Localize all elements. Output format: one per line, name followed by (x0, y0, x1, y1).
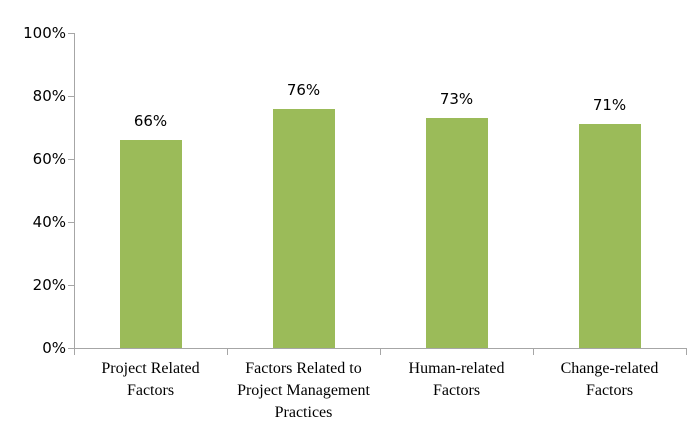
y-axis-tick (68, 285, 74, 286)
y-axis-tick-label: 60% (32, 150, 66, 168)
y-axis-tick (68, 96, 74, 97)
y-axis-tick (68, 222, 74, 223)
y-axis-line (74, 33, 75, 348)
y-axis-tick (68, 33, 74, 34)
x-axis-tick (686, 348, 687, 355)
y-axis-tick (68, 159, 74, 160)
x-axis-tick (533, 348, 534, 355)
bar-value-label: 76% (286, 81, 321, 99)
bar-value-label: 66% (133, 112, 168, 130)
x-axis-tick (74, 348, 75, 355)
x-axis-tick (380, 348, 381, 355)
bar (425, 118, 488, 348)
bar-value-label: 73% (439, 90, 474, 108)
category-label: Factors Related to Project Management Prac… (237, 360, 370, 421)
x-axis-tick (227, 348, 228, 355)
category-label: Change-related Factors (560, 360, 659, 399)
y-axis-tick-label: 100% (23, 24, 66, 42)
category-label: Project Related Factors (101, 360, 200, 399)
y-axis-tick-label: 40% (32, 213, 66, 231)
y-axis-tick-label: 80% (32, 87, 66, 105)
y-axis-tick (68, 348, 74, 349)
category-label: Human-related Factors (408, 360, 505, 399)
bar (119, 140, 182, 348)
y-axis-tick-label: 20% (32, 276, 66, 294)
bar-value-label: 71% (592, 96, 627, 114)
bar (578, 124, 641, 348)
bar (272, 109, 335, 348)
y-axis-tick-label: 0% (42, 339, 66, 357)
